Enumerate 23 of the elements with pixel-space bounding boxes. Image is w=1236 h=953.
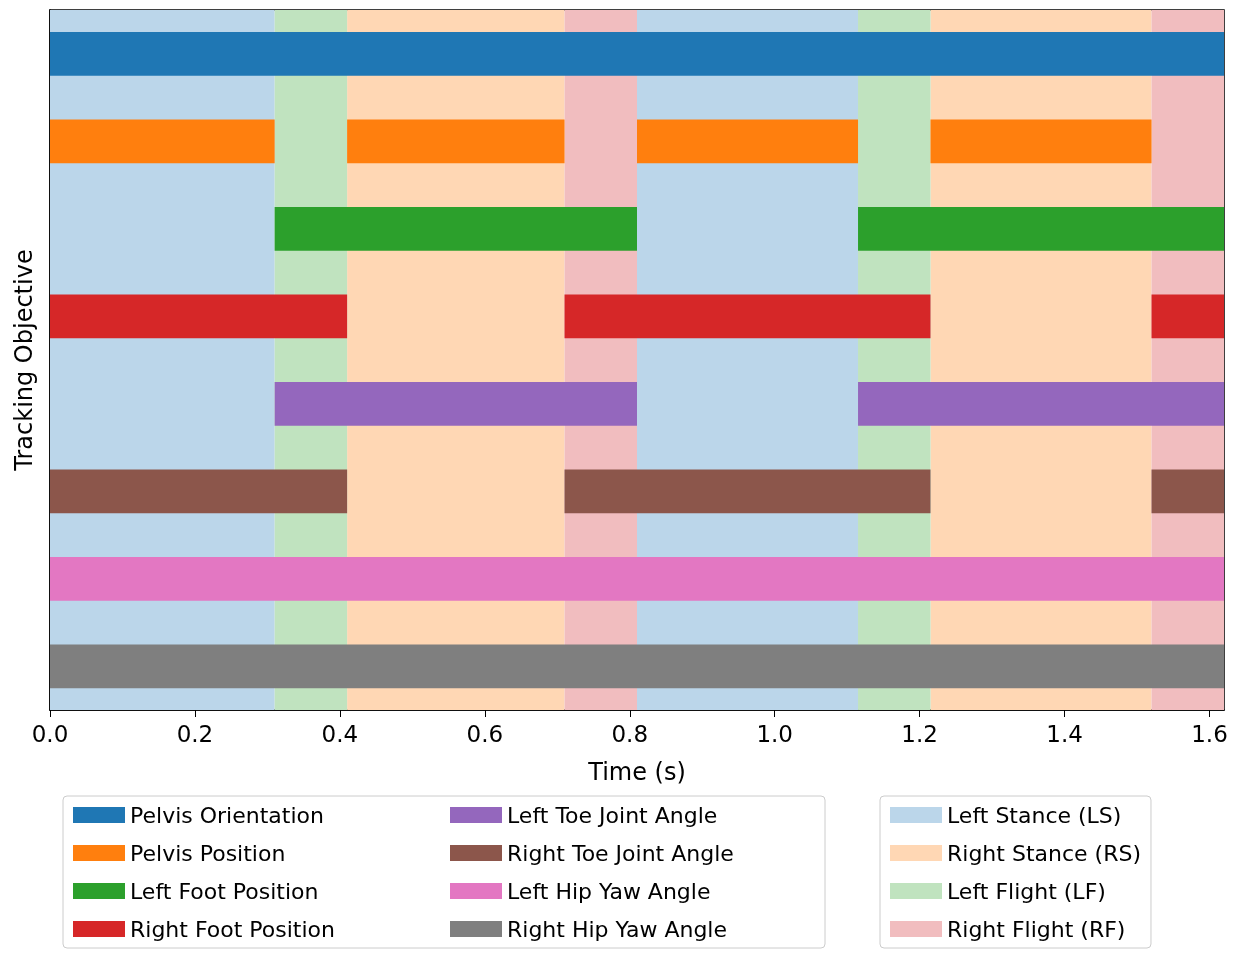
x-tick-label: 0.4 bbox=[321, 720, 359, 747]
x-tick-label: 0.6 bbox=[466, 720, 504, 747]
legend-label: Right Stance (RS) bbox=[947, 840, 1141, 866]
legend-label: Left Stance (LS) bbox=[947, 802, 1122, 828]
legend-label: Pelvis Orientation bbox=[130, 802, 324, 828]
legend-label: Left Hip Yaw Angle bbox=[507, 878, 711, 904]
x-tick-label: 1.0 bbox=[756, 720, 793, 747]
legend-label: Right Flight (RF) bbox=[947, 916, 1126, 942]
legend-label: Right Hip Yaw Angle bbox=[507, 916, 728, 942]
x-tick-label: 1.6 bbox=[1191, 720, 1228, 747]
legend-label: Left Foot Position bbox=[130, 878, 319, 904]
x-axis-title: Time (s) bbox=[587, 758, 686, 786]
x-tick-label: 0.8 bbox=[611, 720, 649, 747]
x-tick-label: 1.2 bbox=[901, 720, 938, 747]
x-tick-label: 0.2 bbox=[176, 720, 214, 747]
legend-label: Pelvis Position bbox=[130, 840, 286, 866]
legend-label: Right Foot Position bbox=[130, 916, 335, 942]
x-tick-label: 0.0 bbox=[31, 720, 69, 747]
y-axis-title: Tracking Objective bbox=[10, 249, 38, 472]
legend-label: Left Flight (LF) bbox=[947, 878, 1106, 904]
legend-label: Left Toe Joint Angle bbox=[507, 802, 718, 828]
legend-label: Right Toe Joint Angle bbox=[507, 840, 734, 866]
x-tick-label: 1.4 bbox=[1046, 720, 1083, 747]
